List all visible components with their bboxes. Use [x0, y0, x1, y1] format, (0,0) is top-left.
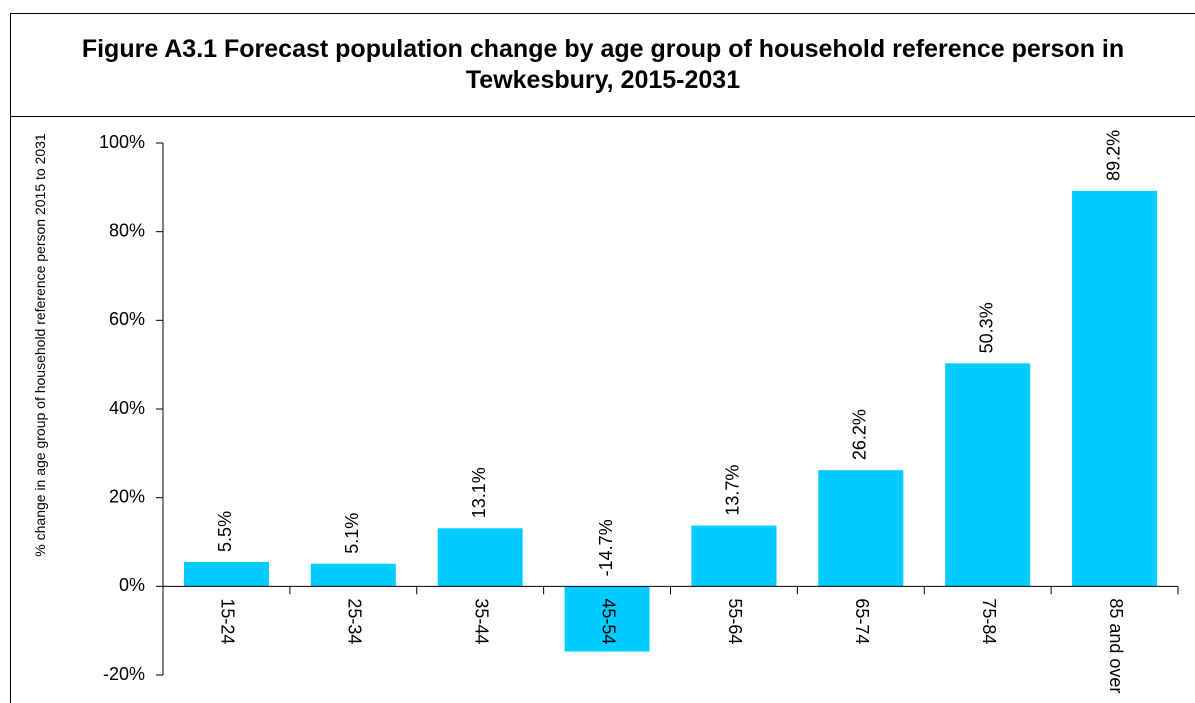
data-label: 26.2% — [850, 409, 870, 460]
chart-title: Figure A3.1 Forecast population change b… — [10, 13, 1195, 117]
y-tick-label: 60% — [109, 309, 145, 329]
y-tick-label: 20% — [109, 486, 145, 506]
x-tick-label: 75-84 — [979, 598, 999, 644]
x-tick-label: 45-54 — [598, 598, 618, 644]
y-tick-label: -20% — [103, 664, 145, 684]
bar — [818, 470, 904, 587]
x-tick-label: 65-74 — [852, 598, 872, 644]
bar — [437, 528, 523, 587]
x-tick-label: 25-34 — [345, 598, 365, 644]
bar — [183, 561, 269, 587]
bar — [1072, 190, 1158, 587]
x-tick-label: 35-44 — [471, 598, 491, 644]
bar — [945, 363, 1031, 587]
y-tick-label: 0% — [119, 575, 145, 595]
x-tick-label: 85 and over — [1106, 598, 1126, 693]
bar — [564, 586, 650, 652]
data-label: 89.2% — [1103, 130, 1123, 181]
bar — [691, 525, 777, 587]
bar — [310, 563, 396, 587]
y-tick-label: 40% — [109, 398, 145, 418]
data-label: -14.7% — [596, 519, 616, 576]
frame-line — [10, 116, 11, 703]
data-label: 5.5% — [215, 511, 235, 552]
data-label: 13.7% — [723, 465, 743, 516]
y-tick-label: 80% — [109, 220, 145, 240]
y-tick-label: 100% — [99, 132, 145, 152]
data-label: 50.3% — [976, 302, 996, 353]
x-tick-label: 15-24 — [218, 598, 238, 644]
x-tick-label: 55-64 — [725, 598, 745, 644]
data-label: 13.1% — [469, 467, 489, 518]
data-label: 5.1% — [342, 513, 362, 554]
